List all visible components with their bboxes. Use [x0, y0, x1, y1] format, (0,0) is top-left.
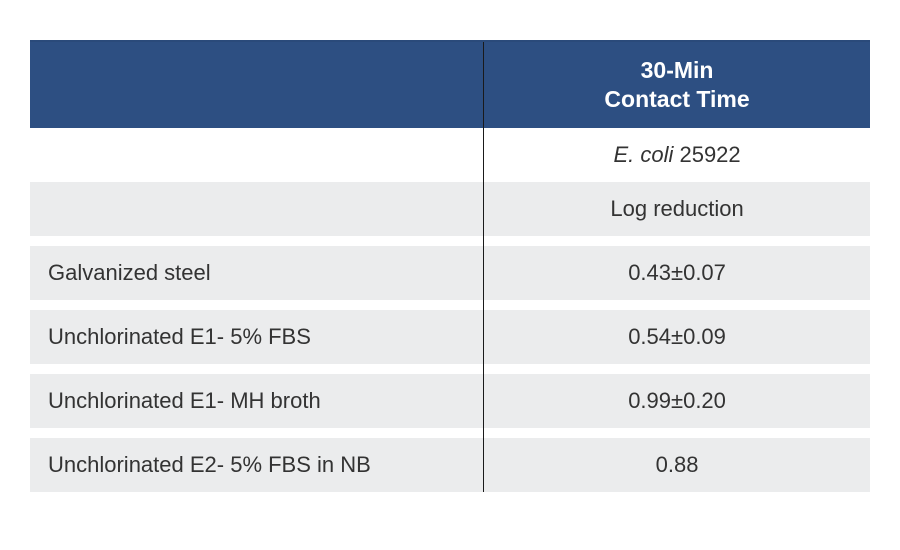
- row-label: Galvanized steel: [30, 246, 484, 300]
- row-value: 0.43±0.07: [484, 246, 870, 300]
- subheader-metric-row: Log reduction: [30, 182, 870, 236]
- gap-row: [30, 300, 870, 310]
- header-line2: Contact Time: [604, 86, 749, 112]
- subheader-metric: Log reduction: [484, 182, 870, 236]
- subheader-left-blank-1: [30, 128, 484, 182]
- gap-row: [30, 236, 870, 246]
- data-table: 30-Min Contact Time E. coli 25922 Log re…: [30, 40, 870, 492]
- row-value: 0.54±0.09: [484, 310, 870, 364]
- header-line1: 30-Min: [641, 57, 714, 83]
- gap-row: [30, 428, 870, 438]
- header-left-blank: [30, 41, 484, 128]
- row-label: Unchlorinated E1- MH broth: [30, 374, 484, 428]
- species-strain: 25922: [673, 142, 740, 167]
- header-right: 30-Min Contact Time: [484, 41, 870, 128]
- row-value: 0.88: [484, 438, 870, 492]
- table-row: Unchlorinated E1- MH broth 0.99±0.20: [30, 374, 870, 428]
- row-label: Unchlorinated E2- 5% FBS in NB: [30, 438, 484, 492]
- subheader-species: E. coli 25922: [484, 128, 870, 182]
- table-header-row: 30-Min Contact Time: [30, 41, 870, 128]
- table-row: Unchlorinated E2- 5% FBS in NB 0.88: [30, 438, 870, 492]
- table-row: Galvanized steel 0.43±0.07: [30, 246, 870, 300]
- gap-row: [30, 364, 870, 374]
- table-row: Unchlorinated E1- 5% FBS 0.54±0.09: [30, 310, 870, 364]
- subheader-left-blank-2: [30, 182, 484, 236]
- row-label: Unchlorinated E1- 5% FBS: [30, 310, 484, 364]
- species-name: E. coli: [613, 142, 673, 167]
- subheader-species-row: E. coli 25922: [30, 128, 870, 182]
- row-value: 0.99±0.20: [484, 374, 870, 428]
